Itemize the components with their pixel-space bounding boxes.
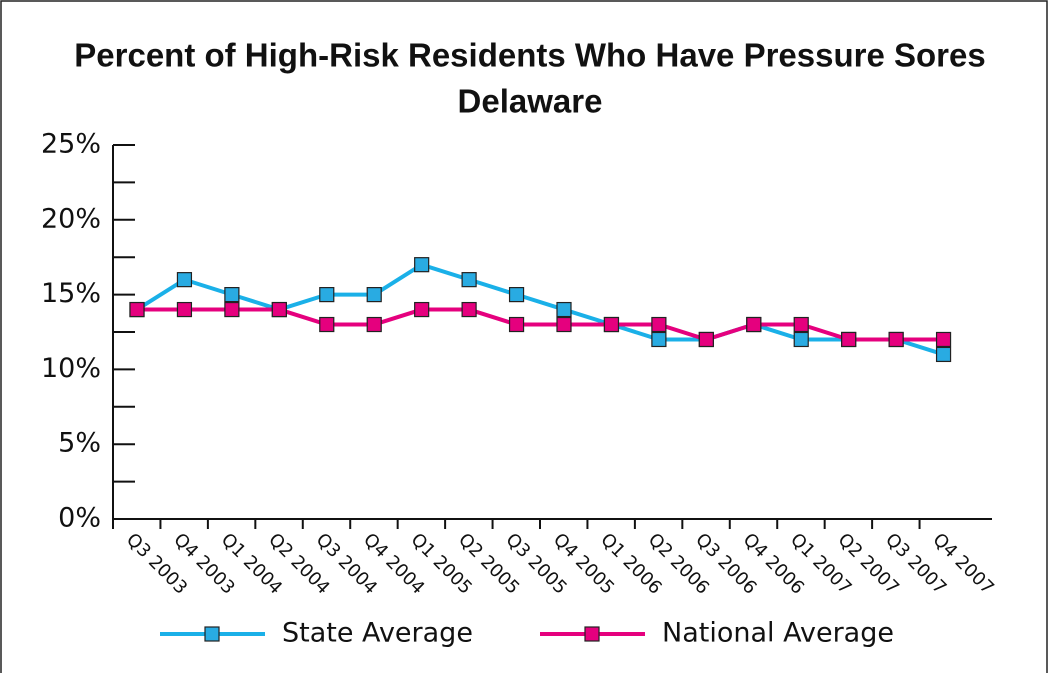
legend-marker <box>584 626 600 642</box>
point-marker <box>414 257 430 273</box>
point-marker <box>698 331 714 348</box>
point-marker <box>841 331 857 348</box>
point-marker <box>224 301 240 318</box>
point-marker <box>556 301 572 318</box>
point-marker <box>556 316 572 333</box>
point-marker <box>603 316 620 333</box>
point-marker <box>366 316 382 333</box>
series-line <box>137 307 944 342</box>
point-marker <box>129 301 145 318</box>
series-line <box>135 262 945 357</box>
point-marker <box>935 331 952 348</box>
chart-title: Percent of High-Risk Residents Who Have … <box>74 37 985 74</box>
legend-label: State Average <box>282 618 473 649</box>
point-marker <box>651 331 667 348</box>
point-marker <box>508 287 525 303</box>
point-marker <box>366 287 382 303</box>
point-marker <box>508 316 525 333</box>
point-marker <box>319 287 335 303</box>
point-marker <box>461 272 477 288</box>
point-marker <box>746 316 762 333</box>
point-marker <box>224 287 240 303</box>
point-marker <box>319 316 335 333</box>
point-marker <box>888 331 904 348</box>
y-tick-label: 25% <box>41 129 101 160</box>
point-marker <box>414 301 430 318</box>
y-tick-label: 0% <box>58 503 101 534</box>
y-tick-label: 10% <box>41 353 101 384</box>
point-marker <box>176 301 193 318</box>
y-tick-label: 5% <box>58 428 101 459</box>
point-marker <box>271 301 287 318</box>
point-marker <box>651 316 667 333</box>
point-marker <box>935 346 952 363</box>
legend-marker <box>204 626 220 642</box>
legend-label: National Average <box>662 618 894 649</box>
point-marker <box>793 331 809 348</box>
point-marker <box>176 272 193 288</box>
point-marker <box>461 301 477 318</box>
point-marker <box>793 316 809 333</box>
chart-subtitle: Delaware <box>458 83 603 120</box>
y-tick-label: 15% <box>41 278 101 309</box>
y-tick-label: 20% <box>41 203 101 234</box>
